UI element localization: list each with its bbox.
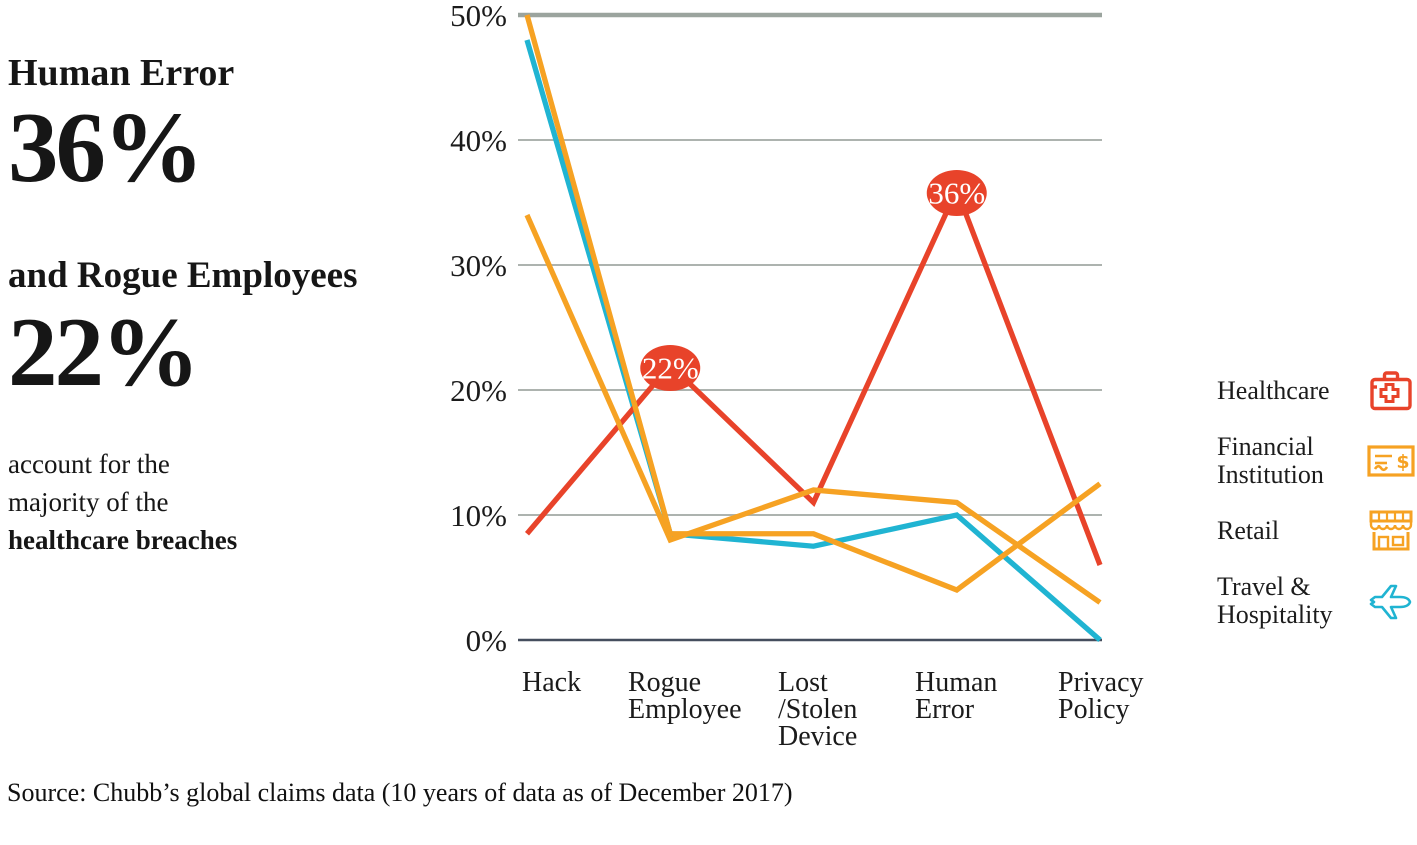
annotation-bubble-36% xyxy=(926,170,987,216)
series-line-retail xyxy=(524,213,1102,605)
caption-line-1: account for the xyxy=(8,448,170,479)
y-tick-label: 10% xyxy=(450,498,507,533)
source-citation: Source: Chubb’s global claims data (10 y… xyxy=(7,778,793,807)
y-tick-label: 0% xyxy=(466,623,507,658)
stat-22-percent: 22% xyxy=(8,297,200,407)
x-tick-label-privacy-policy: Privacy xyxy=(1058,667,1144,698)
x-tick-label-rogue-employee: Employee xyxy=(628,694,742,725)
check-dollar-icon: $ xyxy=(1365,435,1417,487)
legend-row-financial-institution: Financial Institution $ xyxy=(1217,426,1417,496)
x-tick-label-privacy-policy: Policy xyxy=(1058,694,1130,725)
y-tick-label: 50% xyxy=(450,0,507,33)
series-line-healthcare xyxy=(524,183,1103,566)
headline-rogue-employees: and Rogue Employees xyxy=(8,254,358,296)
annotation-bubble-22% xyxy=(640,345,701,391)
annotation-label-22%: 22% xyxy=(642,351,699,386)
headline-caption: account for the majority of the healthca… xyxy=(8,445,438,560)
x-tick-label-lost-stolen-device: Device xyxy=(778,721,857,752)
y-tick-label: 40% xyxy=(450,123,507,158)
headline-human-error: Human Error xyxy=(8,52,235,94)
headline-block: Human Error 36% and Rogue Employees 22% … xyxy=(8,52,438,560)
chart-legend: Healthcare Financial Institution $ xyxy=(1217,356,1417,636)
x-tick-label-hack: Hack xyxy=(522,667,581,698)
y-tick-label: 20% xyxy=(450,373,507,408)
legend-row-travel-hospitality: Travel & Hospitality xyxy=(1217,566,1417,636)
x-tick-label-lost-stolen-device: /Stolen xyxy=(778,694,857,725)
legend-label-retail: Retail xyxy=(1217,516,1280,545)
legend-row-healthcare: Healthcare xyxy=(1217,356,1417,426)
airplane-icon xyxy=(1365,575,1417,627)
first-aid-kit-icon xyxy=(1365,365,1417,417)
x-tick-label-rogue-employee: Rogue xyxy=(628,667,701,698)
caption-line-3: healthcare breaches xyxy=(8,525,238,556)
svg-text:$: $ xyxy=(1396,451,1409,473)
x-tick-label-lost-stolen-device: Lost xyxy=(778,667,828,698)
legend-label-financial-institution: Financial Institution xyxy=(1217,432,1324,489)
legend-label-travel-hospitality: Travel & Hospitality xyxy=(1217,572,1333,629)
y-tick-label: 30% xyxy=(450,248,507,283)
x-tick-label-human-error: Human xyxy=(915,667,997,698)
x-tick-label-human-error: Error xyxy=(915,694,975,725)
annotation-label-36%: 36% xyxy=(928,176,985,211)
legend-row-retail: Retail xyxy=(1217,496,1417,566)
caption-line-2: majority of the xyxy=(8,487,169,518)
stat-36-percent: 36% xyxy=(8,90,204,203)
series-line-financial-institution xyxy=(524,14,1102,594)
legend-label-healthcare: Healthcare xyxy=(1217,376,1330,405)
storefront-icon xyxy=(1365,505,1417,557)
